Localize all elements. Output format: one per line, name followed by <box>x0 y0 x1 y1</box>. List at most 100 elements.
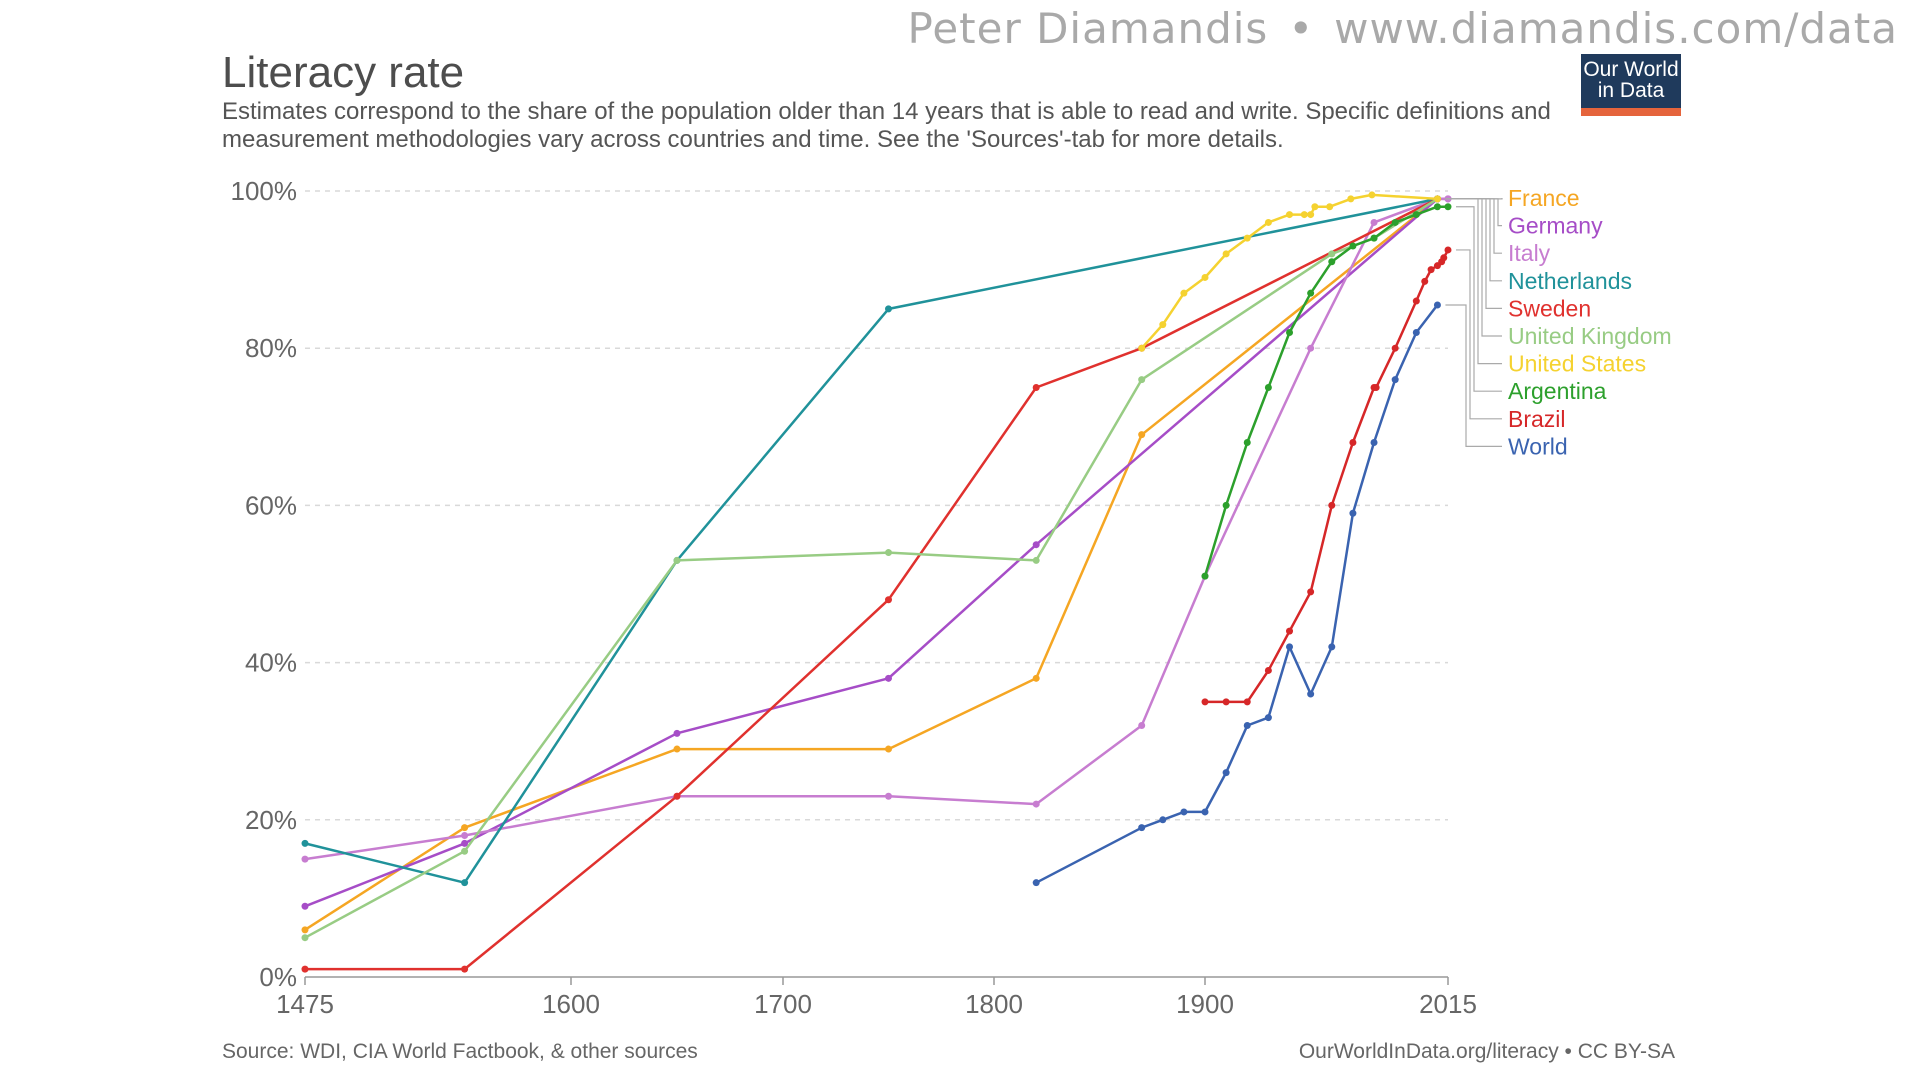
data-point <box>1201 572 1209 580</box>
data-point <box>301 926 309 934</box>
data-point <box>1201 273 1209 281</box>
series-united-states <box>1138 191 1441 352</box>
data-point <box>461 965 469 973</box>
data-point <box>1243 439 1251 447</box>
series-argentina <box>1201 203 1452 580</box>
data-point <box>1391 218 1399 226</box>
data-point <box>1421 277 1429 285</box>
data-point <box>1391 344 1399 352</box>
chart-title: Literacy rate <box>222 48 465 97</box>
data-point <box>461 847 469 855</box>
y-tick-label: 80% <box>245 333 297 363</box>
y-tick-label: 0% <box>259 962 297 992</box>
data-point <box>301 902 309 910</box>
series-brazil <box>1201 246 1452 706</box>
data-point <box>1349 509 1357 517</box>
license-link[interactable]: OurWorldInData.org/literacy • CC BY-SA <box>1298 1040 1675 1063</box>
logo-line2: in Data <box>1597 79 1665 102</box>
data-point <box>1243 698 1251 706</box>
data-point <box>461 832 469 840</box>
data-point <box>1440 254 1448 262</box>
data-point <box>301 965 309 973</box>
series-sweden <box>301 195 1441 973</box>
data-point <box>1032 674 1040 682</box>
data-point <box>1138 431 1146 439</box>
axis-layer: 0% 20% 40% 60% 80% 100% 1475 1600 1700 1800 1900 20… <box>231 176 1477 1019</box>
data-point <box>1032 541 1040 549</box>
series-netherlands <box>301 195 1441 887</box>
x-tick-label: 1600 <box>542 989 600 1019</box>
data-point <box>1032 879 1040 887</box>
data-point <box>673 556 681 564</box>
legend-label: Brazil <box>1508 406 1566 432</box>
data-point <box>1370 439 1378 447</box>
data-point <box>1159 321 1167 329</box>
series-line <box>1035 304 1439 884</box>
owid-logo[interactable]: Our World in Data <box>1581 54 1681 116</box>
legend-label: Netherlands <box>1508 268 1632 294</box>
legend-connector <box>1456 206 1502 392</box>
data-point <box>1444 246 1452 254</box>
data-point <box>1307 588 1315 596</box>
data-point <box>1328 643 1336 651</box>
legend-connector <box>1456 198 1502 227</box>
logo-line1: Our World <box>1583 58 1679 81</box>
data-point <box>1307 211 1315 219</box>
series-world <box>1032 301 1441 887</box>
data-point <box>1307 344 1315 352</box>
legend-label: Sweden <box>1508 295 1591 321</box>
source-note: Source: WDI, CIA World Factbook, & other… <box>222 1040 698 1063</box>
data-point <box>1159 816 1167 824</box>
x-tick-label: 1475 <box>276 989 334 1019</box>
data-point <box>1427 266 1435 274</box>
legend-label: France <box>1508 185 1580 211</box>
credit-author: Peter Diamandis <box>907 4 1269 53</box>
credit-separator: • <box>1288 4 1315 53</box>
data-point <box>301 934 309 942</box>
legend-label: Italy <box>1508 240 1551 266</box>
legend-label: Argentina <box>1508 378 1607 404</box>
data-point <box>1201 698 1209 706</box>
series-france <box>301 195 1441 934</box>
data-point <box>1349 242 1357 250</box>
series-line <box>305 197 1438 971</box>
data-point <box>673 745 681 753</box>
data-point <box>1286 211 1294 219</box>
data-point <box>301 855 309 863</box>
data-point <box>1412 328 1420 336</box>
data-point <box>1032 384 1040 391</box>
data-point <box>1138 824 1146 832</box>
x-tick-label: 1800 <box>965 989 1023 1019</box>
data-point <box>1311 203 1319 211</box>
data-point <box>1138 721 1146 729</box>
data-point <box>1032 556 1040 564</box>
legend-connector <box>1456 249 1502 420</box>
data-point <box>673 792 681 800</box>
x-tick-label: 2015 <box>1419 989 1477 1019</box>
data-point <box>1201 808 1209 816</box>
data-point <box>1264 666 1272 674</box>
legend-connector <box>1445 304 1502 447</box>
series-line <box>304 197 1448 861</box>
data-point <box>1243 234 1251 242</box>
data-point <box>1138 344 1146 352</box>
data-point <box>1222 250 1230 258</box>
data-point <box>1368 191 1376 199</box>
data-point <box>1372 384 1380 391</box>
series-line <box>304 197 1439 939</box>
data-point <box>1264 218 1272 226</box>
data-point <box>1286 627 1294 635</box>
series-united-kingdom <box>301 195 1441 942</box>
data-point <box>461 839 469 847</box>
grid-layer <box>305 190 1448 821</box>
data-point <box>1328 501 1336 509</box>
data-point <box>1286 328 1294 336</box>
series-layer <box>301 191 1452 973</box>
data-point <box>885 745 892 753</box>
data-point <box>1328 250 1336 258</box>
legend: FranceGermanyItalyNetherlandsSwedenUnite… <box>1445 185 1672 459</box>
legend-label: United States <box>1508 351 1646 377</box>
data-point <box>1138 376 1146 384</box>
data-point <box>1433 301 1441 309</box>
data-point <box>1444 203 1452 211</box>
